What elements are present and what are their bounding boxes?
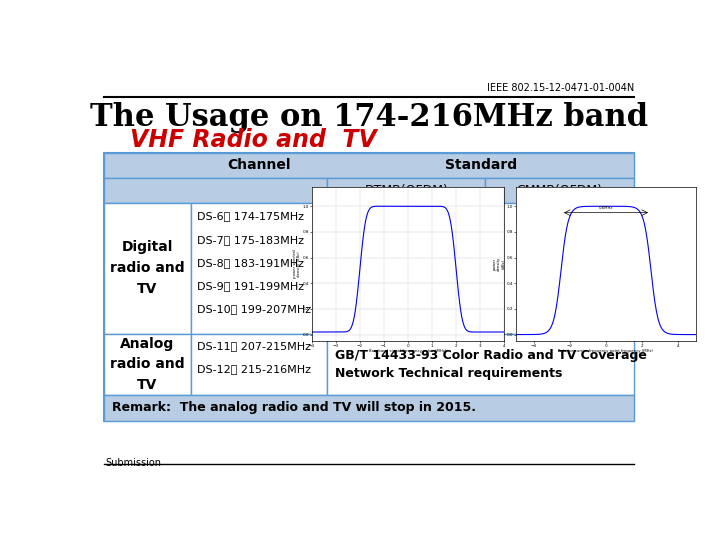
X-axis label: Relative carrier frequency point frequency (MHz): Relative carrier frequency point frequen… <box>559 349 654 353</box>
FancyBboxPatch shape <box>104 395 634 421</box>
FancyBboxPatch shape <box>485 178 634 202</box>
FancyBboxPatch shape <box>485 202 634 334</box>
FancyBboxPatch shape <box>104 178 327 202</box>
Text: 0.6MHz: 0.6MHz <box>599 206 613 210</box>
Y-axis label: power spectral
density (dBc): power spectral density (dBc) <box>293 249 302 279</box>
Text: Submission: Submission <box>106 457 161 468</box>
Text: DS-6： 174-175MHz: DS-6： 174-175MHz <box>197 212 304 221</box>
FancyBboxPatch shape <box>104 153 634 421</box>
FancyBboxPatch shape <box>104 153 634 178</box>
Text: DS-8： 183-191MHz: DS-8： 183-191MHz <box>197 258 304 268</box>
Text: DS-11： 207-215MHz: DS-11： 207-215MHz <box>197 341 311 351</box>
FancyBboxPatch shape <box>191 334 327 395</box>
Text: Standard: Standard <box>444 158 517 172</box>
FancyBboxPatch shape <box>191 202 327 334</box>
Text: GB/T 14433-93 Color Radio and TV Coverage
Network Technical requirements: GB/T 14433-93 Color Radio and TV Coverag… <box>335 349 647 380</box>
Text: CMMB(OFDM): CMMB(OFDM) <box>517 184 603 197</box>
Text: DS-7： 175-183MHz: DS-7： 175-183MHz <box>197 234 304 245</box>
Text: VHF Radio and  TV: VHF Radio and TV <box>130 129 377 152</box>
X-axis label: Baseband signal frequency value (MHz): Baseband signal frequency value (MHz) <box>369 349 446 353</box>
Text: Analog
radio and
TV: Analog radio and TV <box>110 337 184 392</box>
Text: Channel: Channel <box>228 158 291 172</box>
Text: The Usage on 174-216MHz band: The Usage on 174-216MHz band <box>90 102 648 133</box>
Text: IEEE 802.15-12-0471-01-004N: IEEE 802.15-12-0471-01-004N <box>487 83 634 93</box>
FancyBboxPatch shape <box>327 202 485 334</box>
Text: DS-9： 191-199MHz: DS-9： 191-199MHz <box>197 281 304 291</box>
Text: Digital
radio and
TV: Digital radio and TV <box>110 240 184 296</box>
Text: Remark:  The analog radio and TV will stop in 2015.: Remark: The analog radio and TV will sto… <box>112 401 476 414</box>
Y-axis label: power
density
(dBc): power density (dBc) <box>492 257 505 271</box>
FancyBboxPatch shape <box>104 202 191 334</box>
Text: DS-12： 215-216MHz: DS-12： 215-216MHz <box>197 364 311 374</box>
Text: DTMB(OFDM): DTMB(OFDM) <box>364 184 448 197</box>
FancyBboxPatch shape <box>327 334 634 395</box>
FancyBboxPatch shape <box>104 334 191 395</box>
Text: DS-10： 199-207MHz: DS-10： 199-207MHz <box>197 304 311 314</box>
FancyBboxPatch shape <box>327 178 485 202</box>
